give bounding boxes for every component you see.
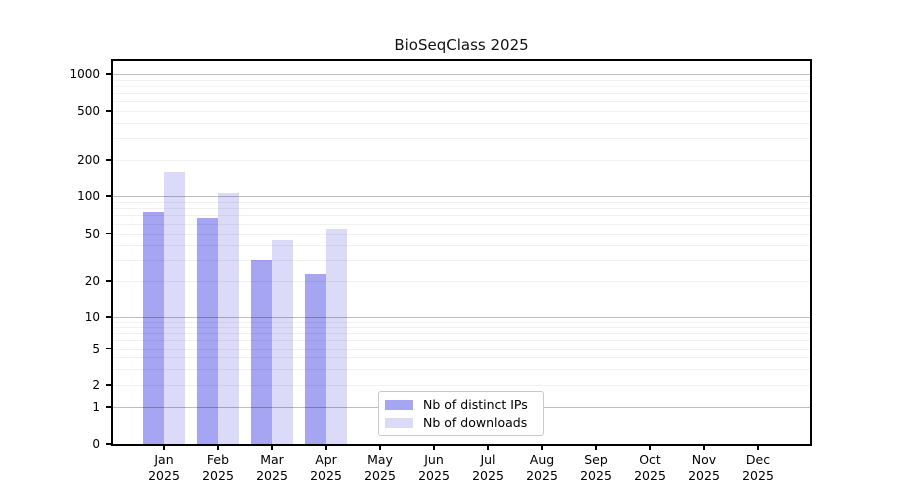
y-tick-label: 20 (84, 274, 100, 288)
x-tick-label-nov: Nov 2025 (688, 452, 720, 483)
minor-gridline (113, 233, 810, 235)
x-tick-label-oct: Oct 2025 (634, 452, 666, 483)
minor-gridline (113, 327, 810, 329)
legend-item-downloads: Nb of downloads (385, 414, 535, 432)
y-tick-label: 2 (92, 378, 100, 392)
x-tick-mark (595, 444, 597, 450)
minor-gridline (113, 122, 810, 124)
legend-item-distinct-ips: Nb of distinct IPs (385, 396, 535, 414)
y-tick-mark (106, 406, 113, 408)
minor-gridline (113, 79, 810, 81)
legend-label-distinct-ips: Nb of distinct IPs (423, 397, 528, 412)
y-tick-label: 100 (77, 189, 100, 203)
minor-gridline (113, 93, 810, 95)
minor-gridline (113, 281, 810, 282)
minor-gridline (113, 348, 810, 350)
minor-gridline (113, 223, 810, 225)
bar-feb-distinct-ips (197, 217, 218, 444)
x-tick-label-feb: Feb 2025 (202, 452, 234, 483)
y-tick-mark (106, 280, 113, 282)
bar-jan-distinct-ips (143, 212, 164, 444)
x-tick-label-aug: Aug 2025 (526, 452, 558, 483)
y-tick-label: 50 (84, 226, 100, 241)
legend-label-downloads: Nb of downloads (423, 415, 528, 430)
plot-area (111, 59, 812, 446)
minor-gridline (113, 85, 810, 87)
x-tick-label-apr: Apr 2025 (310, 452, 342, 483)
y-tick-mark (106, 195, 113, 197)
x-tick-label-sep: Sep 2025 (580, 452, 612, 483)
y-tick-mark (106, 316, 113, 318)
x-tick-label-jan: Jan 2025 (148, 452, 180, 483)
x-tick-mark (703, 444, 705, 450)
x-tick-mark (757, 444, 759, 450)
minor-gridline (113, 321, 810, 323)
major-gridline (113, 317, 810, 318)
y-tick-mark (106, 110, 113, 112)
major-gridline (113, 196, 810, 197)
bar-jan-downloads (164, 171, 185, 444)
y-tick-mark (106, 232, 113, 235)
y-tick-label: 1000 (69, 67, 100, 81)
x-tick-label-mar: Mar 2025 (256, 452, 288, 483)
x-tick-label-may: May 2025 (364, 452, 396, 483)
bar-mar-downloads (272, 240, 293, 444)
legend-swatch-distinct-ips-icon (385, 400, 413, 410)
minor-gridline (113, 333, 810, 335)
y-tick-label: 0 (92, 437, 100, 451)
major-gridline (113, 74, 810, 75)
x-tick-mark (217, 444, 219, 450)
x-tick-mark (541, 444, 543, 450)
x-tick-label-dec: Dec 2025 (742, 452, 774, 483)
x-tick-mark (649, 444, 651, 450)
minor-gridline (113, 138, 810, 140)
minor-gridline (113, 111, 810, 112)
y-tick-mark (106, 159, 113, 161)
minor-gridline (113, 259, 810, 261)
x-tick-mark (325, 444, 327, 450)
x-tick-mark (271, 444, 273, 450)
bar-feb-downloads (218, 192, 239, 444)
x-tick-mark (379, 444, 381, 450)
minor-gridline (113, 215, 810, 217)
minor-gridline (113, 101, 810, 103)
bar-apr-distinct-ips (305, 273, 326, 444)
minor-gridline (113, 340, 810, 342)
y-tick-mark (106, 384, 113, 386)
minor-gridline (113, 385, 810, 386)
legend: Nb of distinct IPs Nb of downloads (378, 391, 544, 436)
y-tick-mark (106, 73, 113, 75)
x-tick-label-jul: Jul 2025 (472, 452, 504, 483)
y-tick-label: 5 (92, 341, 100, 356)
minor-gridline (113, 160, 810, 161)
x-tick-mark (487, 444, 489, 450)
chart-title: BioSeqClass 2025 (394, 36, 529, 54)
x-tick-mark (433, 444, 435, 450)
y-tick-mark (106, 443, 113, 445)
x-tick-label-jun: Jun 2025 (418, 452, 450, 483)
minor-gridline (113, 208, 810, 210)
legend-swatch-downloads-icon (385, 418, 413, 428)
bar-apr-downloads (326, 229, 347, 444)
minor-gridline (113, 357, 810, 359)
y-tick-label: 10 (84, 310, 100, 324)
y-tick-label: 500 (77, 104, 100, 118)
y-tick-label: 1 (92, 400, 100, 414)
y-tick-label: 200 (77, 153, 100, 167)
minor-gridline (113, 201, 810, 203)
minor-gridline (113, 368, 810, 370)
x-tick-mark (163, 444, 165, 450)
y-tick-mark (106, 347, 113, 350)
minor-gridline (113, 245, 810, 247)
bar-mar-distinct-ips (251, 259, 272, 444)
